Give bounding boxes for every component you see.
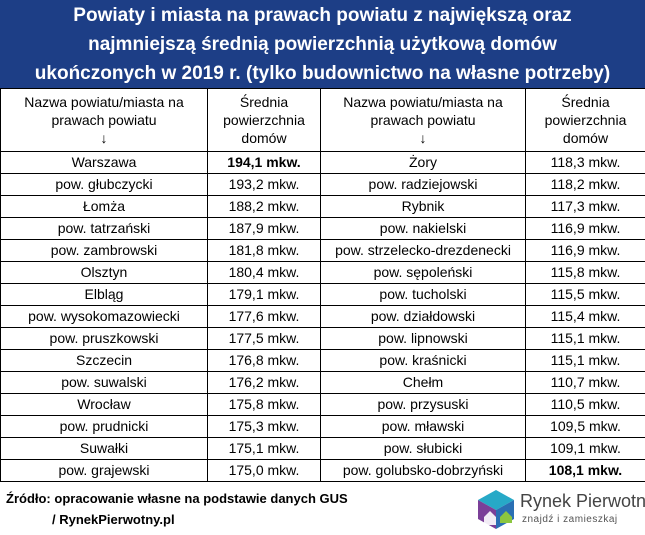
source-line: / RynekPierwotny.pl [52,512,175,527]
down-arrow-icon: ↓ [419,130,427,146]
right-name-cell: pow. golubsko-dobrzyński [320,459,526,482]
left-value-cell: 175,3 mkw. [207,415,321,438]
left-name-cell: pow. wysokomazowiecki [0,305,208,328]
header-row: Nazwa powiatu/miasta na prawach powiatu … [0,88,645,152]
left-name-cell: pow. tatrzański [0,217,208,240]
right-name-cell: pow. działdowski [320,305,526,328]
left-value-cell: 180,4 mkw. [207,261,321,284]
right-value-cell: 115,1 mkw. [525,349,645,372]
table-row: pow. wysokomazowiecki 177,6 mkw. pow. dzia… [0,305,645,328]
left-value-cell: 175,0 mkw. [207,459,321,482]
left-value-cell: 176,2 mkw. [207,371,321,394]
right-value-cell: 118,3 mkw. [525,151,645,174]
rynek-pierwotny-logo: Rynek Pierwotny znajdź i zamieszkaj [474,487,645,533]
right-value-cell: 109,5 mkw. [525,415,645,438]
right-value-cell: 116,9 mkw. [525,217,645,240]
title-line: najmniejszą średnią powierzchnią użytkow… [88,34,557,55]
data-table: Nazwa powiatu/miasta na prawach powiatu … [0,88,645,482]
table-row: Elbląg 179,1 mkw. pow. tucholski 115,5 mkw. [0,283,645,306]
right-value-cell: 115,4 mkw. [525,305,645,328]
left-value-cell: 175,1 mkw. [207,437,321,460]
left-name-cell: Łomża [0,195,208,218]
table-row: pow. zambrowski 181,8 mkw. pow. strzelecko… [0,239,645,262]
left-name-cell: Szczecin [0,349,208,372]
right-value-cell: 109,1 mkw. [525,437,645,460]
source-note: Źródło: opracowanie własne na podstawie … [6,488,348,530]
logo-tagline: znajdź i zamieszkaj [522,514,618,525]
right-name-cell: pow. nakielski [320,217,526,240]
left-value-cell: 193,2 mkw. [207,173,321,196]
right-name-cell: pow. tucholski [320,283,526,306]
left-name-cell: Suwałki [0,437,208,460]
right-name-cell: pow. słubicki [320,437,526,460]
right-name-cell: Żory [320,151,526,174]
left-value-cell: 175,8 mkw. [207,393,321,416]
right-value-cell: 118,2 mkw. [525,173,645,196]
left-value-cell: 181,8 mkw. [207,239,321,262]
left-value-cell: 176,8 mkw. [207,349,321,372]
source-line: Źródło: opracowanie własne na podstawie … [6,491,348,506]
header-name-left: Nazwa powiatu/miasta na prawach powiatu … [0,88,208,152]
header-name-right: Nazwa powiatu/miasta na prawach powiatu … [320,88,526,152]
right-value-cell: 116,9 mkw. [525,239,645,262]
table-row: pow. prudnicki 175,3 mkw. pow. mławski 109,… [0,415,645,438]
house-cube-icon [478,490,514,529]
left-name-cell: pow. pruszkowski [0,327,208,350]
right-value-cell: 110,7 mkw. [525,371,645,394]
right-value-cell: 115,1 mkw. [525,327,645,350]
left-name-cell: pow. głubczycki [0,173,208,196]
header-avg-left: Średnia powierzchnia domów [207,88,321,152]
title-line: ukończonych w 2019 r. (tylko budownictwo… [34,63,611,84]
table-body: Warszawa 194,1 mkw. Żory 118,3 mkw. pow. głu… [0,151,645,482]
right-value-cell: 117,3 mkw. [525,195,645,218]
table-row: Szczecin 176,8 mkw. pow. kraśnicki 115,1 mk… [0,349,645,372]
table-row: pow. pruszkowski 177,5 mkw. pow. lipnowski… [0,327,645,350]
right-value-cell: 115,5 mkw. [525,283,645,306]
left-name-cell: Olsztyn [0,261,208,284]
right-value-cell: 110,5 mkw. [525,393,645,416]
right-name-cell: pow. mławski [320,415,526,438]
right-value-cell: 115,8 mkw. [525,261,645,284]
table-row: Łomża 188,2 mkw. Rybnik 117,3 mkw. [0,195,645,218]
left-value-cell: 188,2 mkw. [207,195,321,218]
left-value-cell: 177,6 mkw. [207,305,321,328]
header-avg-right: Średnia powierzchnia domów [525,88,645,152]
right-name-cell: Chełm [320,371,526,394]
logo-brand: Rynek Pierwotny [520,491,645,511]
right-name-cell: pow. lipnowski [320,327,526,350]
down-arrow-icon: ↓ [100,130,108,146]
left-name-cell: pow. zambrowski [0,239,208,262]
right-value-cell: 108,1 mkw. [525,459,645,482]
title-line: Powiaty i miasta na prawach powiatu z na… [73,5,572,26]
left-name-cell: Elbląg [0,283,208,306]
left-value-cell: 179,1 mkw. [207,283,321,306]
table-row: pow. tatrzański 187,9 mkw. pow. nakielski 1… [0,217,645,240]
right-name-cell: pow. sępoleński [320,261,526,284]
right-name-cell: pow. strzelecko-drezdenecki [320,239,526,262]
left-value-cell: 187,9 mkw. [207,217,321,240]
left-value-cell: 194,1 mkw. [207,151,321,174]
right-name-cell: pow. kraśnicki [320,349,526,372]
left-name-cell: pow. suwalski [0,371,208,394]
right-name-cell: pow. przysuski [320,393,526,416]
left-value-cell: 177,5 mkw. [207,327,321,350]
right-name-cell: pow. radziejowski [320,173,526,196]
table-row: Warszawa 194,1 mkw. Żory 118,3 mkw. [0,151,645,174]
table-row: pow. grajewski 175,0 mkw. pow. golubsko-do… [0,459,645,482]
right-name-cell: Rybnik [320,195,526,218]
table-row: Suwałki 175,1 mkw. pow. słubicki 109,1 mkw. [0,437,645,460]
table-row: Wrocław 175,8 mkw. pow. przysuski 110,5 mkw… [0,393,645,416]
table-row: pow. głubczycki 193,2 mkw. pow. radziejows… [0,173,645,196]
table-row: Olsztyn 180,4 mkw. pow. sępoleński 115,8 mk… [0,261,645,284]
left-name-cell: pow. prudnicki [0,415,208,438]
table-title: Powiaty i miasta na prawach powiatu z na… [0,0,645,88]
left-name-cell: pow. grajewski [0,459,208,482]
left-name-cell: Warszawa [0,151,208,174]
table-row: pow. suwalski 176,2 mkw. Chełm 110,7 mkw. [0,371,645,394]
left-name-cell: Wrocław [0,393,208,416]
